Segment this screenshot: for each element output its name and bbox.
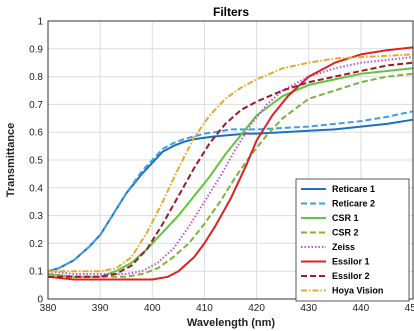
legend-label: CSR 1	[332, 213, 359, 223]
y-tick-label: 0.6	[29, 128, 43, 139]
y-tick-label: 0.2	[29, 239, 43, 250]
series-line-1	[47, 110, 414, 273]
series-line-3	[47, 72, 414, 278]
y-tick-label: 0	[37, 295, 43, 306]
legend-label: Reticare 2	[332, 199, 375, 209]
legend-label: Essilor 1	[332, 257, 370, 267]
series-line-0	[47, 118, 414, 273]
y-tick-label: 0.7	[29, 100, 43, 111]
series-layer	[47, 46, 414, 281]
series-line-2	[47, 67, 414, 278]
y-tick-label: 1	[37, 17, 43, 28]
x-axis-label: Wavelength (nm)	[187, 317, 276, 329]
legend-label: Essilor 2	[332, 271, 370, 281]
y-tick-label: 0.8	[29, 72, 43, 83]
x-tick-label: 400	[144, 303, 161, 314]
x-tick-label: 410	[196, 303, 213, 314]
x-tick-label: 420	[248, 303, 265, 314]
x-tick-label: 430	[300, 303, 317, 314]
y-tick-label: 0.1	[29, 267, 43, 278]
plot-frame	[47, 20, 414, 300]
x-tick-label: 450	[405, 303, 414, 314]
x-tick-label: 440	[353, 303, 370, 314]
y-tick-label: 0.5	[29, 156, 43, 167]
legend-label: Zeiss	[332, 242, 355, 252]
legend-label: Hoya Vision	[332, 286, 383, 296]
x-tick-label: 380	[40, 303, 57, 314]
y-axis-label: Transmittance	[5, 123, 17, 198]
series-line-6	[48, 61, 414, 278]
legend-label: CSR 2	[332, 228, 359, 238]
legend: Reticare 1 Reticare 2 CSR 1 CSR 2 Zeiss Essil…	[295, 178, 410, 302]
y-tick-label: 0.4	[29, 183, 43, 194]
axis-ticks: 380 390 400 410 420 430 440 450 0 0.1 0.2 0.3 0.4 0.5…	[29, 17, 414, 315]
series-line-5	[47, 46, 414, 281]
y-tick-label: 0.3	[29, 211, 43, 222]
y-tick-label: 0.9	[29, 44, 43, 55]
legend-label: Reticare 1	[332, 184, 375, 194]
legend-box	[295, 178, 410, 302]
series-line-4	[47, 56, 414, 275]
x-tick-label: 390	[92, 303, 109, 314]
chart-title: Filters	[213, 5, 249, 19]
